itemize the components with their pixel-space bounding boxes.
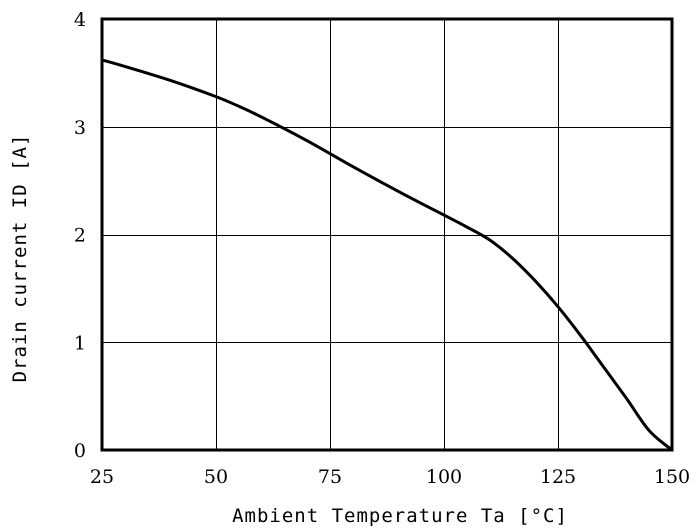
grid (102, 19, 672, 450)
drain-current-curve (100, 58, 674, 452)
x-tick-label: 25 (90, 466, 114, 488)
x-axis-ticks: 25 50 75 100 125 150 (90, 466, 690, 488)
y-tick-label: 4 (74, 9, 86, 31)
y-axis-ticks: 0 1 2 3 4 (74, 9, 86, 462)
y-tick-label: 1 (74, 332, 86, 354)
y-tick-label: 3 (74, 117, 86, 139)
y-tick-label: 0 (74, 440, 86, 462)
y-tick-label: 2 (74, 225, 86, 247)
plot-frame (100, 17, 674, 452)
x-tick-label: 100 (426, 466, 462, 488)
x-axis-title: Ambient Temperature Ta [°C] (232, 505, 568, 527)
x-tick-label: 50 (204, 466, 228, 488)
x-tick-label: 150 (654, 466, 690, 488)
y-axis-title: Drain current ID [A] (9, 134, 31, 383)
x-tick-label: 75 (318, 466, 342, 488)
x-tick-label: 125 (540, 466, 576, 488)
